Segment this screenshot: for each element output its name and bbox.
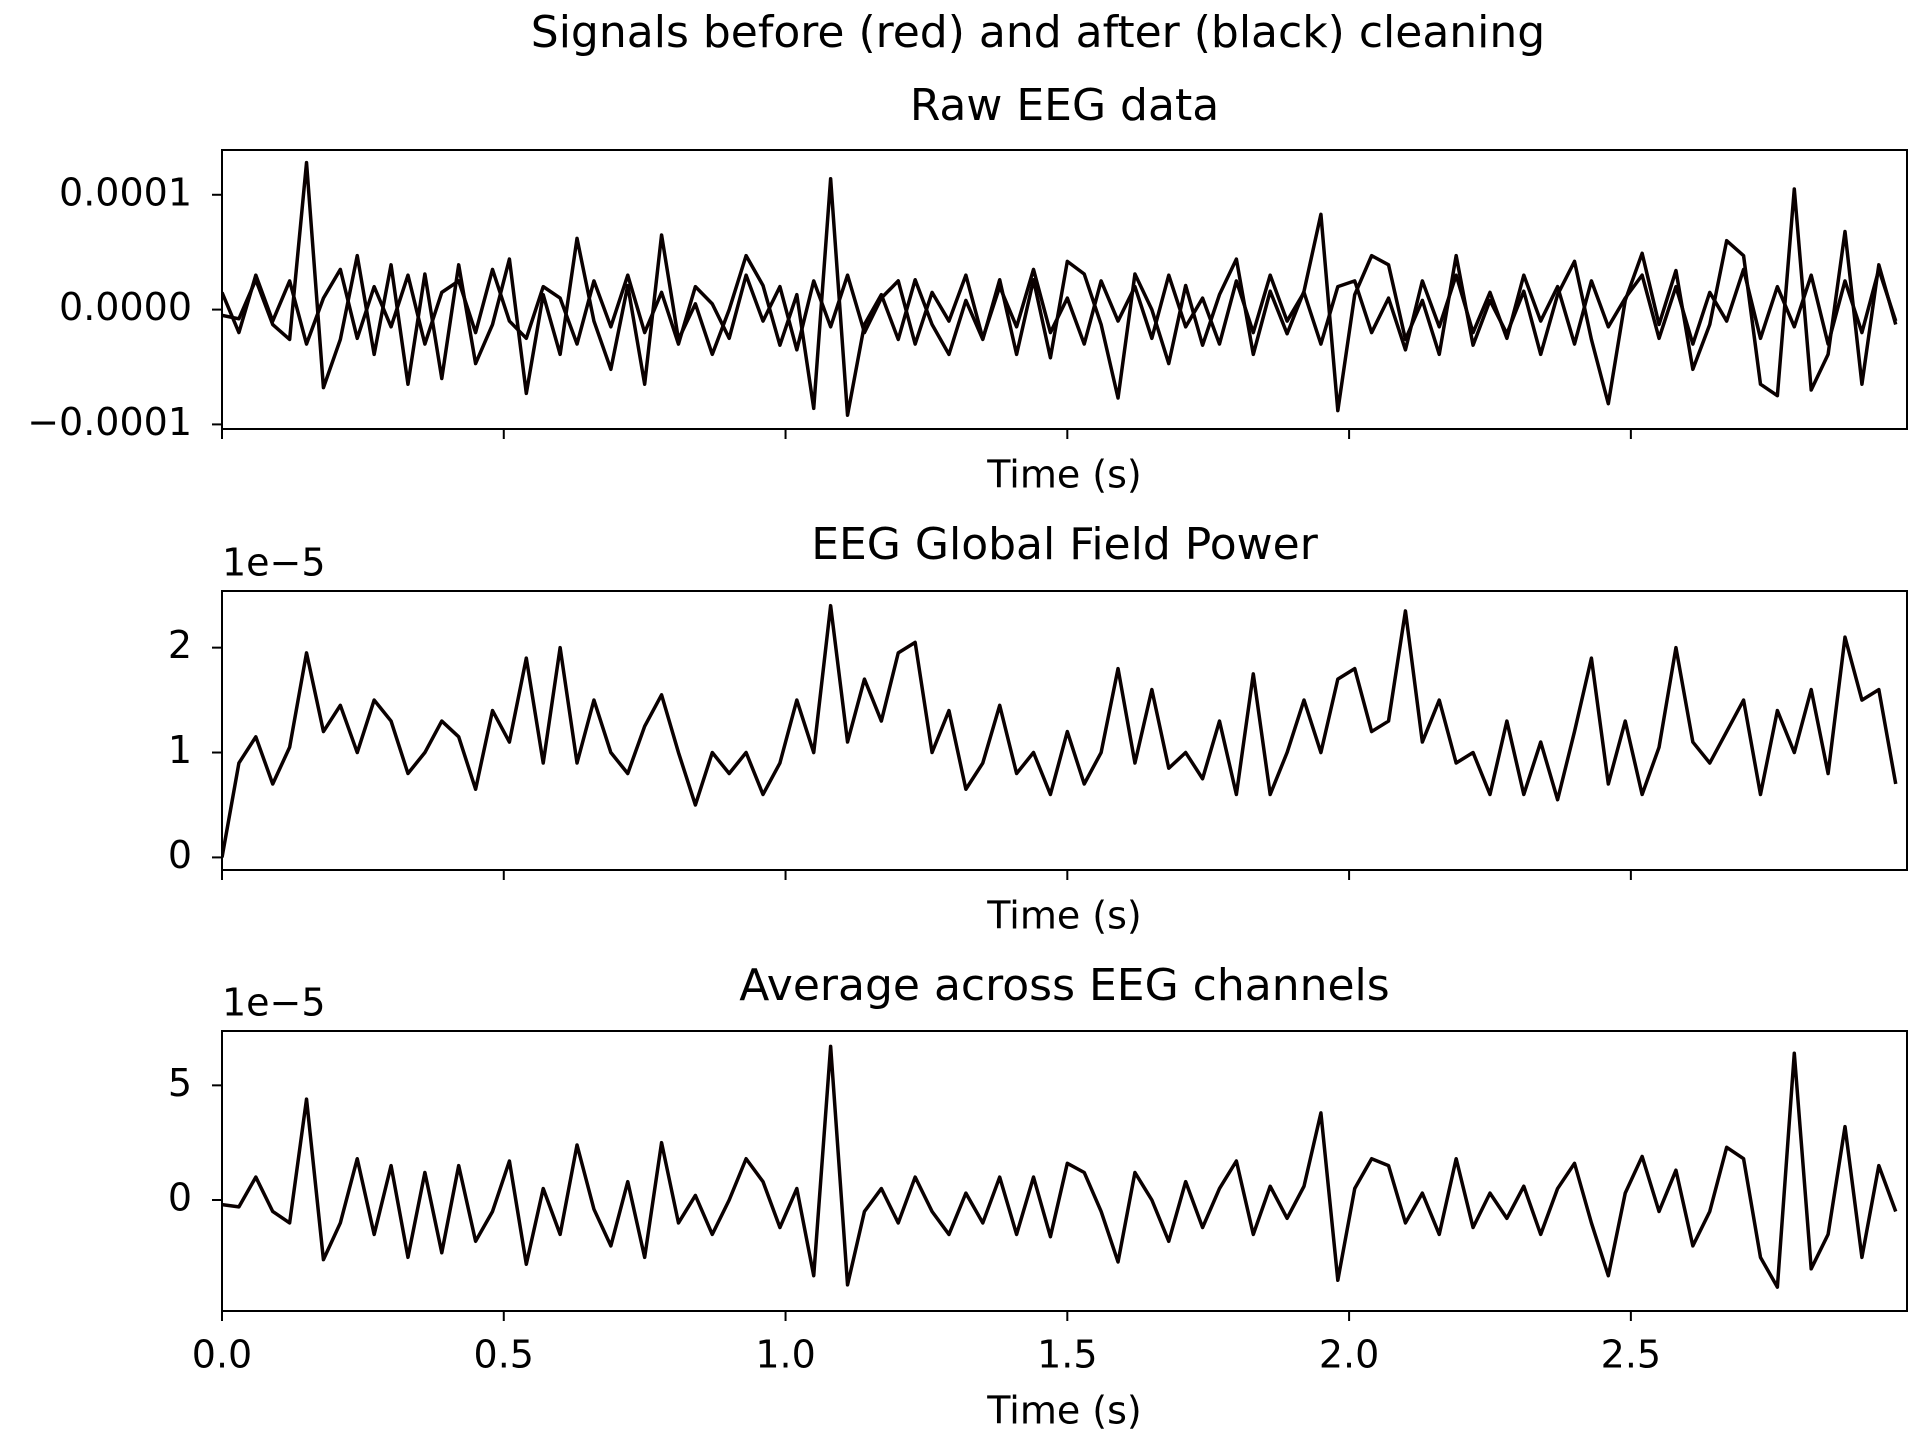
subplot: Raw EEG data Time (s) −0.0001 0.0000 0.0001 — [27, 80, 1908, 497]
x-axis-label: Time (s) — [986, 453, 1142, 497]
y-tick-label: 0.0000 — [59, 285, 192, 329]
axes-frame — [221, 1030, 1908, 1312]
y-tick-label: 0 — [168, 833, 192, 877]
signal-line — [222, 603, 1898, 858]
subplot-title: Average across EEG channels — [739, 960, 1389, 1011]
y-tick-label: 5 — [168, 1061, 192, 1105]
x-tick-label: 2.5 — [1601, 1333, 1661, 1377]
signal-line — [222, 1044, 1898, 1289]
y-tick-label: 0.0001 — [59, 170, 192, 214]
y-offset-label: 1e−5 — [222, 981, 326, 1025]
x-tick-label: 1.5 — [1037, 1333, 1097, 1377]
x-tick-label: 0.0 — [192, 1333, 252, 1377]
plot-area — [222, 1044, 1898, 1289]
subplot-title: EEG Global Field Power — [811, 519, 1319, 570]
y-tick-label: −0.0001 — [27, 400, 192, 444]
axes-frame — [221, 590, 1908, 871]
y-tick-label: 2 — [168, 623, 192, 667]
y-tick-label: 0 — [168, 1176, 192, 1220]
subplot-title: Raw EEG data — [910, 80, 1219, 131]
signal-line — [222, 267, 1898, 352]
subplot: EEG Global Field Power Time (s) 1e−5 0 1 2 — [168, 519, 1908, 938]
x-tick-label: 1.0 — [755, 1333, 815, 1377]
x-axis-label: Time (s) — [986, 1389, 1142, 1433]
plot-area — [222, 603, 1898, 858]
x-tick-label: 2.0 — [1319, 1333, 1379, 1377]
plot-area — [222, 160, 1898, 417]
y-tick-label: 1 — [168, 728, 192, 772]
axes-frame — [221, 149, 1908, 430]
subplot: Average across EEG channels Time (s) 1e−5 0… — [168, 960, 1908, 1433]
x-axis-label: Time (s) — [986, 894, 1142, 938]
y-offset-label: 1e−5 — [222, 541, 326, 585]
figure-title: Signals before (red) and after (black) c… — [531, 7, 1545, 58]
x-tick-label: 0.5 — [474, 1333, 534, 1377]
